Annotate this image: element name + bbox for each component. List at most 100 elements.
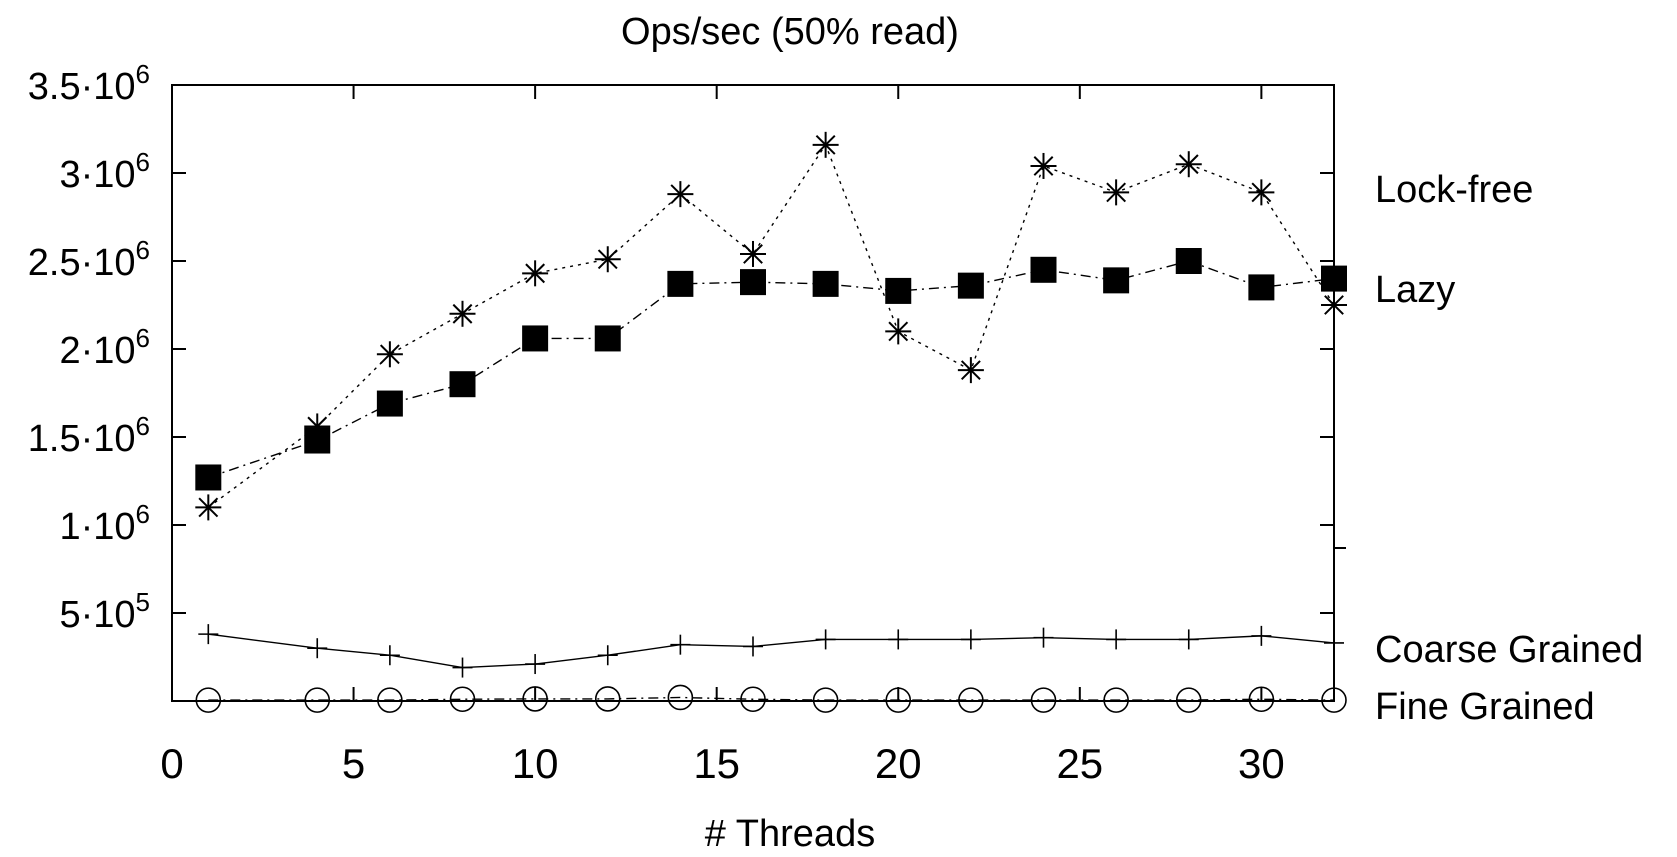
circle-marker	[449, 686, 476, 713]
plus-marker	[198, 624, 219, 645]
plus-marker	[307, 638, 328, 659]
circle-marker	[1103, 687, 1129, 713]
series-line	[208, 633, 1335, 669]
series-lock-free	[195, 131, 1347, 521]
y-tick-label-base: 1.5·10	[28, 418, 136, 460]
circle-marker	[740, 686, 766, 713]
x-tick-label: 15	[693, 740, 740, 787]
asterisk-stroke	[1178, 154, 1199, 175]
plus-marker	[960, 629, 981, 650]
asterisk-stroke	[525, 263, 546, 284]
y-tick-label-base: 3·10	[59, 154, 135, 196]
asterisk-stroke	[670, 184, 691, 205]
asterisk-marker	[594, 246, 621, 273]
asterisk-stroke	[1106, 182, 1127, 203]
asterisk-marker	[812, 131, 839, 158]
asterisk-marker	[1175, 151, 1202, 178]
y-tick-label-base: 2.5·10	[28, 242, 136, 284]
asterisk-marker	[1030, 152, 1057, 179]
y-tick-label-exponent: 6	[136, 59, 150, 89]
asterisk-stroke	[597, 249, 618, 270]
plot-series	[195, 131, 1347, 713]
asterisk-marker	[885, 318, 912, 345]
y-tick-label: 3·106	[59, 147, 150, 196]
y-tick-label-exponent: 6	[136, 411, 150, 441]
y-tick-label-exponent: 5	[136, 587, 150, 617]
square-marker	[449, 371, 476, 398]
y-tick-label: 2·106	[59, 323, 150, 372]
y-tick-label: 1.5·106	[28, 411, 150, 460]
circle-marker	[1321, 687, 1347, 713]
series-line	[208, 260, 1335, 479]
circle-marker	[812, 687, 839, 713]
plus-marker	[1106, 629, 1127, 650]
circle-marker	[195, 687, 222, 713]
x-tick-label: 0	[160, 740, 183, 787]
y-tick-label-exponent: 6	[136, 499, 150, 529]
circle-marker	[377, 687, 403, 713]
asterisk-marker	[376, 341, 403, 368]
series-lazy	[195, 248, 1347, 491]
y-tick-label-base: 5·10	[59, 594, 135, 636]
y-axis: 5·1051·1061.5·1062·1062.5·1063·1063.5·10…	[28, 59, 1334, 636]
plus-marker	[379, 645, 400, 666]
plus-marker	[597, 645, 618, 666]
y-tick-label: 1·106	[59, 499, 150, 548]
square-marker	[957, 272, 984, 299]
circle-marker	[1175, 687, 1202, 713]
x-axis: 0 5 10 15 20 25 30	[160, 85, 1285, 787]
circle-marker	[885, 687, 912, 713]
square-marker	[812, 270, 839, 297]
x-tick-label: 30	[1238, 740, 1285, 787]
legend-label: Fine Grained	[1375, 686, 1595, 728]
square-marker	[1175, 248, 1202, 274]
circle-marker	[304, 687, 331, 713]
square-marker	[1248, 274, 1275, 301]
plus-marker	[815, 629, 836, 650]
asterisk-stroke	[1251, 182, 1272, 203]
legend-label: Coarse Grained	[1375, 629, 1643, 671]
square-marker	[1103, 267, 1130, 294]
plus-marker	[525, 654, 546, 675]
x-tick-label: 25	[1056, 740, 1103, 787]
square-marker	[594, 325, 621, 352]
circle-marker	[1030, 687, 1057, 713]
y-tick-label-exponent: 6	[136, 147, 150, 177]
plus-marker	[1324, 632, 1344, 653]
square-marker	[667, 270, 694, 297]
legend-label: Lock-free	[1375, 169, 1533, 211]
legend-label: Lazy	[1375, 269, 1455, 311]
y-tick-label-exponent: 6	[136, 235, 150, 265]
asterisk-marker	[667, 181, 694, 208]
plus-marker	[452, 657, 473, 678]
y-tick-label-base: 1·10	[59, 506, 135, 548]
asterisk-stroke	[743, 244, 763, 264]
plus-marker	[743, 636, 763, 657]
x-tick-label: 20	[875, 740, 922, 787]
x-tick-label: 5	[342, 740, 365, 787]
asterisk-stroke	[452, 303, 473, 324]
asterisk-stroke	[888, 321, 909, 342]
square-marker	[522, 325, 549, 352]
asterisk-stroke	[1324, 295, 1344, 315]
asterisk-stroke	[1033, 156, 1054, 176]
x-tick-label: 10	[512, 740, 559, 787]
chart-title: Ops/sec (50% read)	[621, 11, 959, 53]
square-marker	[885, 277, 912, 304]
plus-marker	[670, 634, 691, 655]
circle-marker	[594, 686, 621, 712]
y-tick-label: 2.5·106	[28, 235, 150, 284]
plus-marker	[888, 629, 909, 650]
circle-marker	[1248, 686, 1275, 713]
y-tick-label: 5·105	[59, 587, 150, 636]
circle-marker	[958, 687, 984, 713]
series-line	[208, 696, 1335, 701]
circle-marker	[522, 686, 548, 712]
asterisk-marker	[1321, 292, 1347, 318]
asterisk-marker	[1103, 179, 1130, 206]
y-tick-label-base: 3.5·10	[28, 66, 136, 108]
square-marker	[740, 269, 766, 296]
square-marker	[1030, 256, 1057, 283]
asterisk-stroke	[198, 497, 219, 518]
